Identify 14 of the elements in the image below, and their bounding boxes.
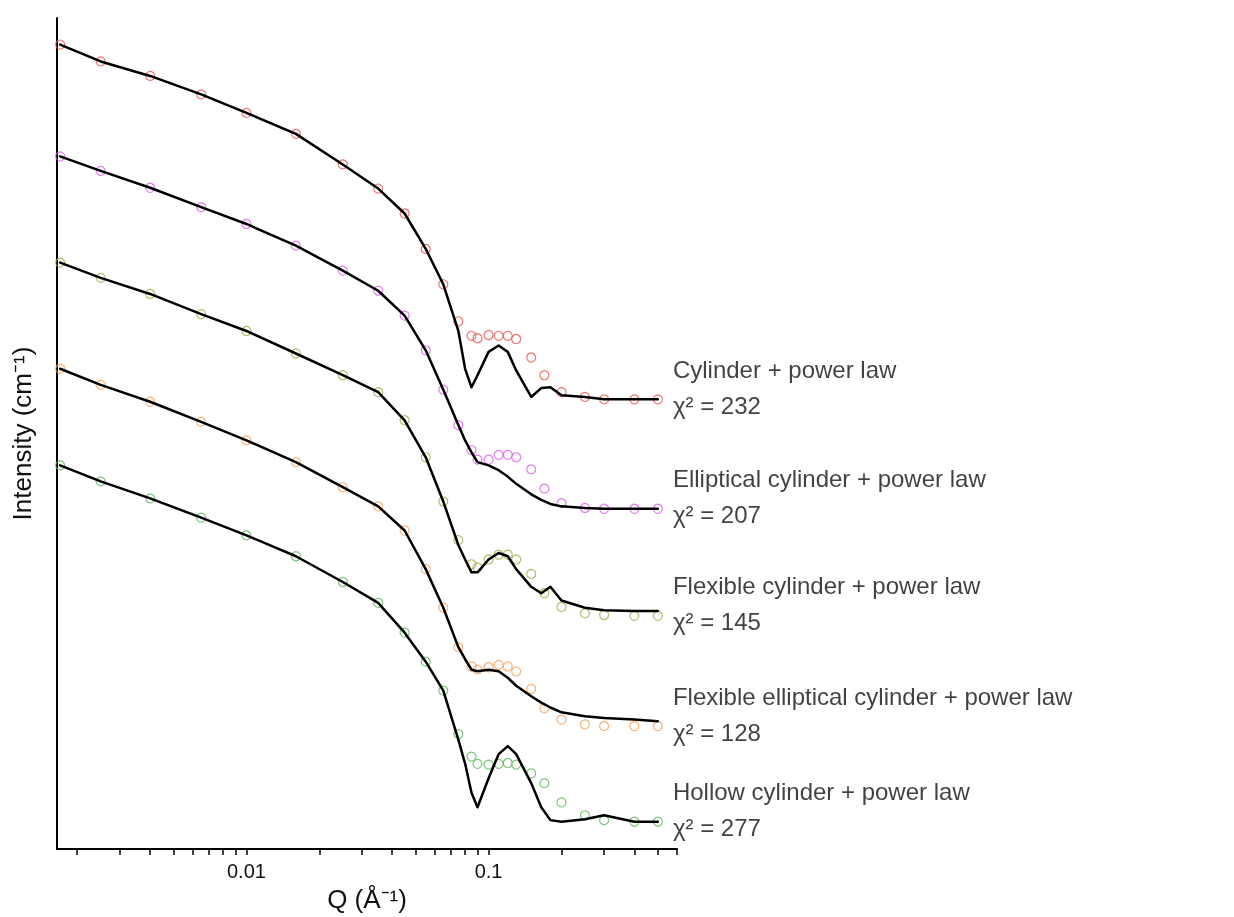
annotation: χ² = 207 (672, 501, 761, 529)
x-tick-label: 0.1 (474, 860, 503, 883)
annotation: χ² = 128 (672, 718, 761, 746)
series-label: Cylinder + power law (672, 355, 898, 383)
x-tick-label: 0.01 (227, 860, 266, 883)
annotation: χ² = 232 (672, 391, 761, 419)
series-label: Flexible elliptical cylinder + power law (672, 682, 1074, 710)
series-label: Flexible cylinder + power law (672, 572, 982, 600)
annotation: χ² = 277 (672, 814, 761, 842)
series-label: Hollow cylinder + power law (672, 778, 971, 806)
y-axis-title: Intensity (cm⁻¹) (7, 346, 37, 521)
x-axis-title: Q (Å⁻¹) (327, 884, 407, 914)
series-label: Elliptical cylinder + power law (672, 465, 987, 493)
annotation: χ² = 145 (672, 608, 761, 636)
